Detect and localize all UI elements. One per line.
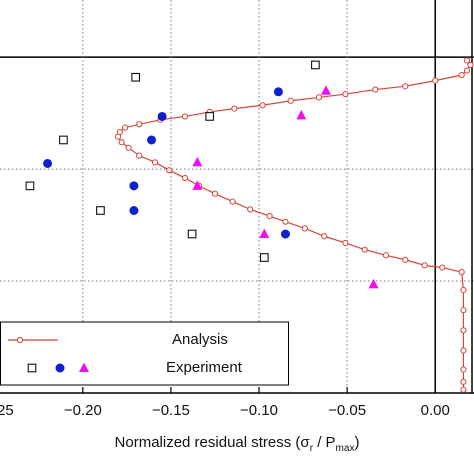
- point: [157, 111, 167, 121]
- point: [315, 94, 323, 101]
- x-tick-label: −0.05: [328, 402, 366, 419]
- point: [59, 135, 68, 145]
- point: [372, 86, 379, 93]
- point: [463, 67, 471, 74]
- point: [147, 135, 157, 145]
- point: [467, 61, 474, 69]
- point: [421, 262, 428, 269]
- point: [296, 109, 307, 120]
- point: [181, 174, 189, 182]
- x-tick-label: 0.00: [421, 402, 450, 419]
- legend-label: Analysis: [172, 331, 228, 348]
- point: [125, 144, 132, 151]
- legend-box: [0, 321, 289, 386]
- point: [460, 366, 467, 373]
- x-axis-label-part: ): [354, 434, 359, 451]
- point: [151, 159, 159, 166]
- point: [79, 362, 89, 372]
- point: [460, 307, 467, 314]
- point: [114, 133, 122, 140]
- point: [192, 180, 203, 190]
- point: [432, 77, 439, 84]
- x-tick-label: −0.10: [240, 402, 278, 419]
- point: [129, 181, 139, 191]
- point: [55, 363, 65, 373]
- x-tick-label: −0.15: [152, 402, 190, 419]
- point: [342, 90, 349, 98]
- point: [259, 253, 269, 262]
- point: [460, 347, 467, 354]
- point: [25, 181, 35, 191]
- point: [27, 363, 37, 373]
- point: [122, 124, 129, 131]
- point: [229, 198, 236, 205]
- point: [463, 57, 471, 64]
- point: [321, 233, 328, 240]
- point: [211, 190, 219, 197]
- point: [361, 246, 368, 253]
- point: [458, 71, 465, 79]
- point: [129, 205, 139, 215]
- point: [282, 218, 289, 225]
- point: [311, 60, 320, 70]
- point: [118, 139, 125, 146]
- point: [259, 228, 270, 239]
- x-axis-label-part: r: [310, 443, 314, 454]
- point: [402, 83, 409, 90]
- point: [301, 225, 308, 232]
- point: [342, 239, 349, 247]
- point: [259, 102, 266, 109]
- x-axis-label: Normalized residual stress (σr / Pmax): [115, 434, 360, 454]
- legend: Analysis Experiment: [0, 321, 289, 386]
- point: [382, 252, 389, 259]
- point: [439, 264, 446, 271]
- point: [192, 156, 203, 167]
- point: [287, 97, 294, 104]
- x-tick-label: −0.25: [0, 402, 14, 419]
- point: [181, 113, 189, 120]
- x-tick-label: −0.20: [64, 402, 102, 419]
- point: [166, 167, 173, 174]
- point: [460, 327, 467, 334]
- point: [16, 336, 24, 344]
- point: [231, 105, 238, 112]
- point: [43, 158, 53, 168]
- point: [368, 278, 379, 289]
- x-axis-label-part: / P: [313, 434, 336, 451]
- point: [460, 286, 467, 294]
- point: [205, 112, 215, 121]
- point: [266, 212, 273, 220]
- point: [320, 85, 331, 95]
- point: [460, 378, 467, 385]
- point: [96, 206, 105, 215]
- point: [402, 256, 409, 263]
- point: [136, 121, 143, 128]
- point: [136, 152, 143, 159]
- point: [460, 386, 467, 393]
- point: [280, 229, 290, 239]
- point: [187, 229, 197, 239]
- x-axis-label-part: max: [336, 443, 355, 454]
- x-axis-label-part: Normalized residual stress (σ: [115, 434, 311, 451]
- point: [273, 87, 283, 97]
- point: [131, 72, 141, 82]
- point: [247, 206, 254, 213]
- point: [458, 268, 465, 276]
- legend-label: Experiment: [166, 359, 243, 376]
